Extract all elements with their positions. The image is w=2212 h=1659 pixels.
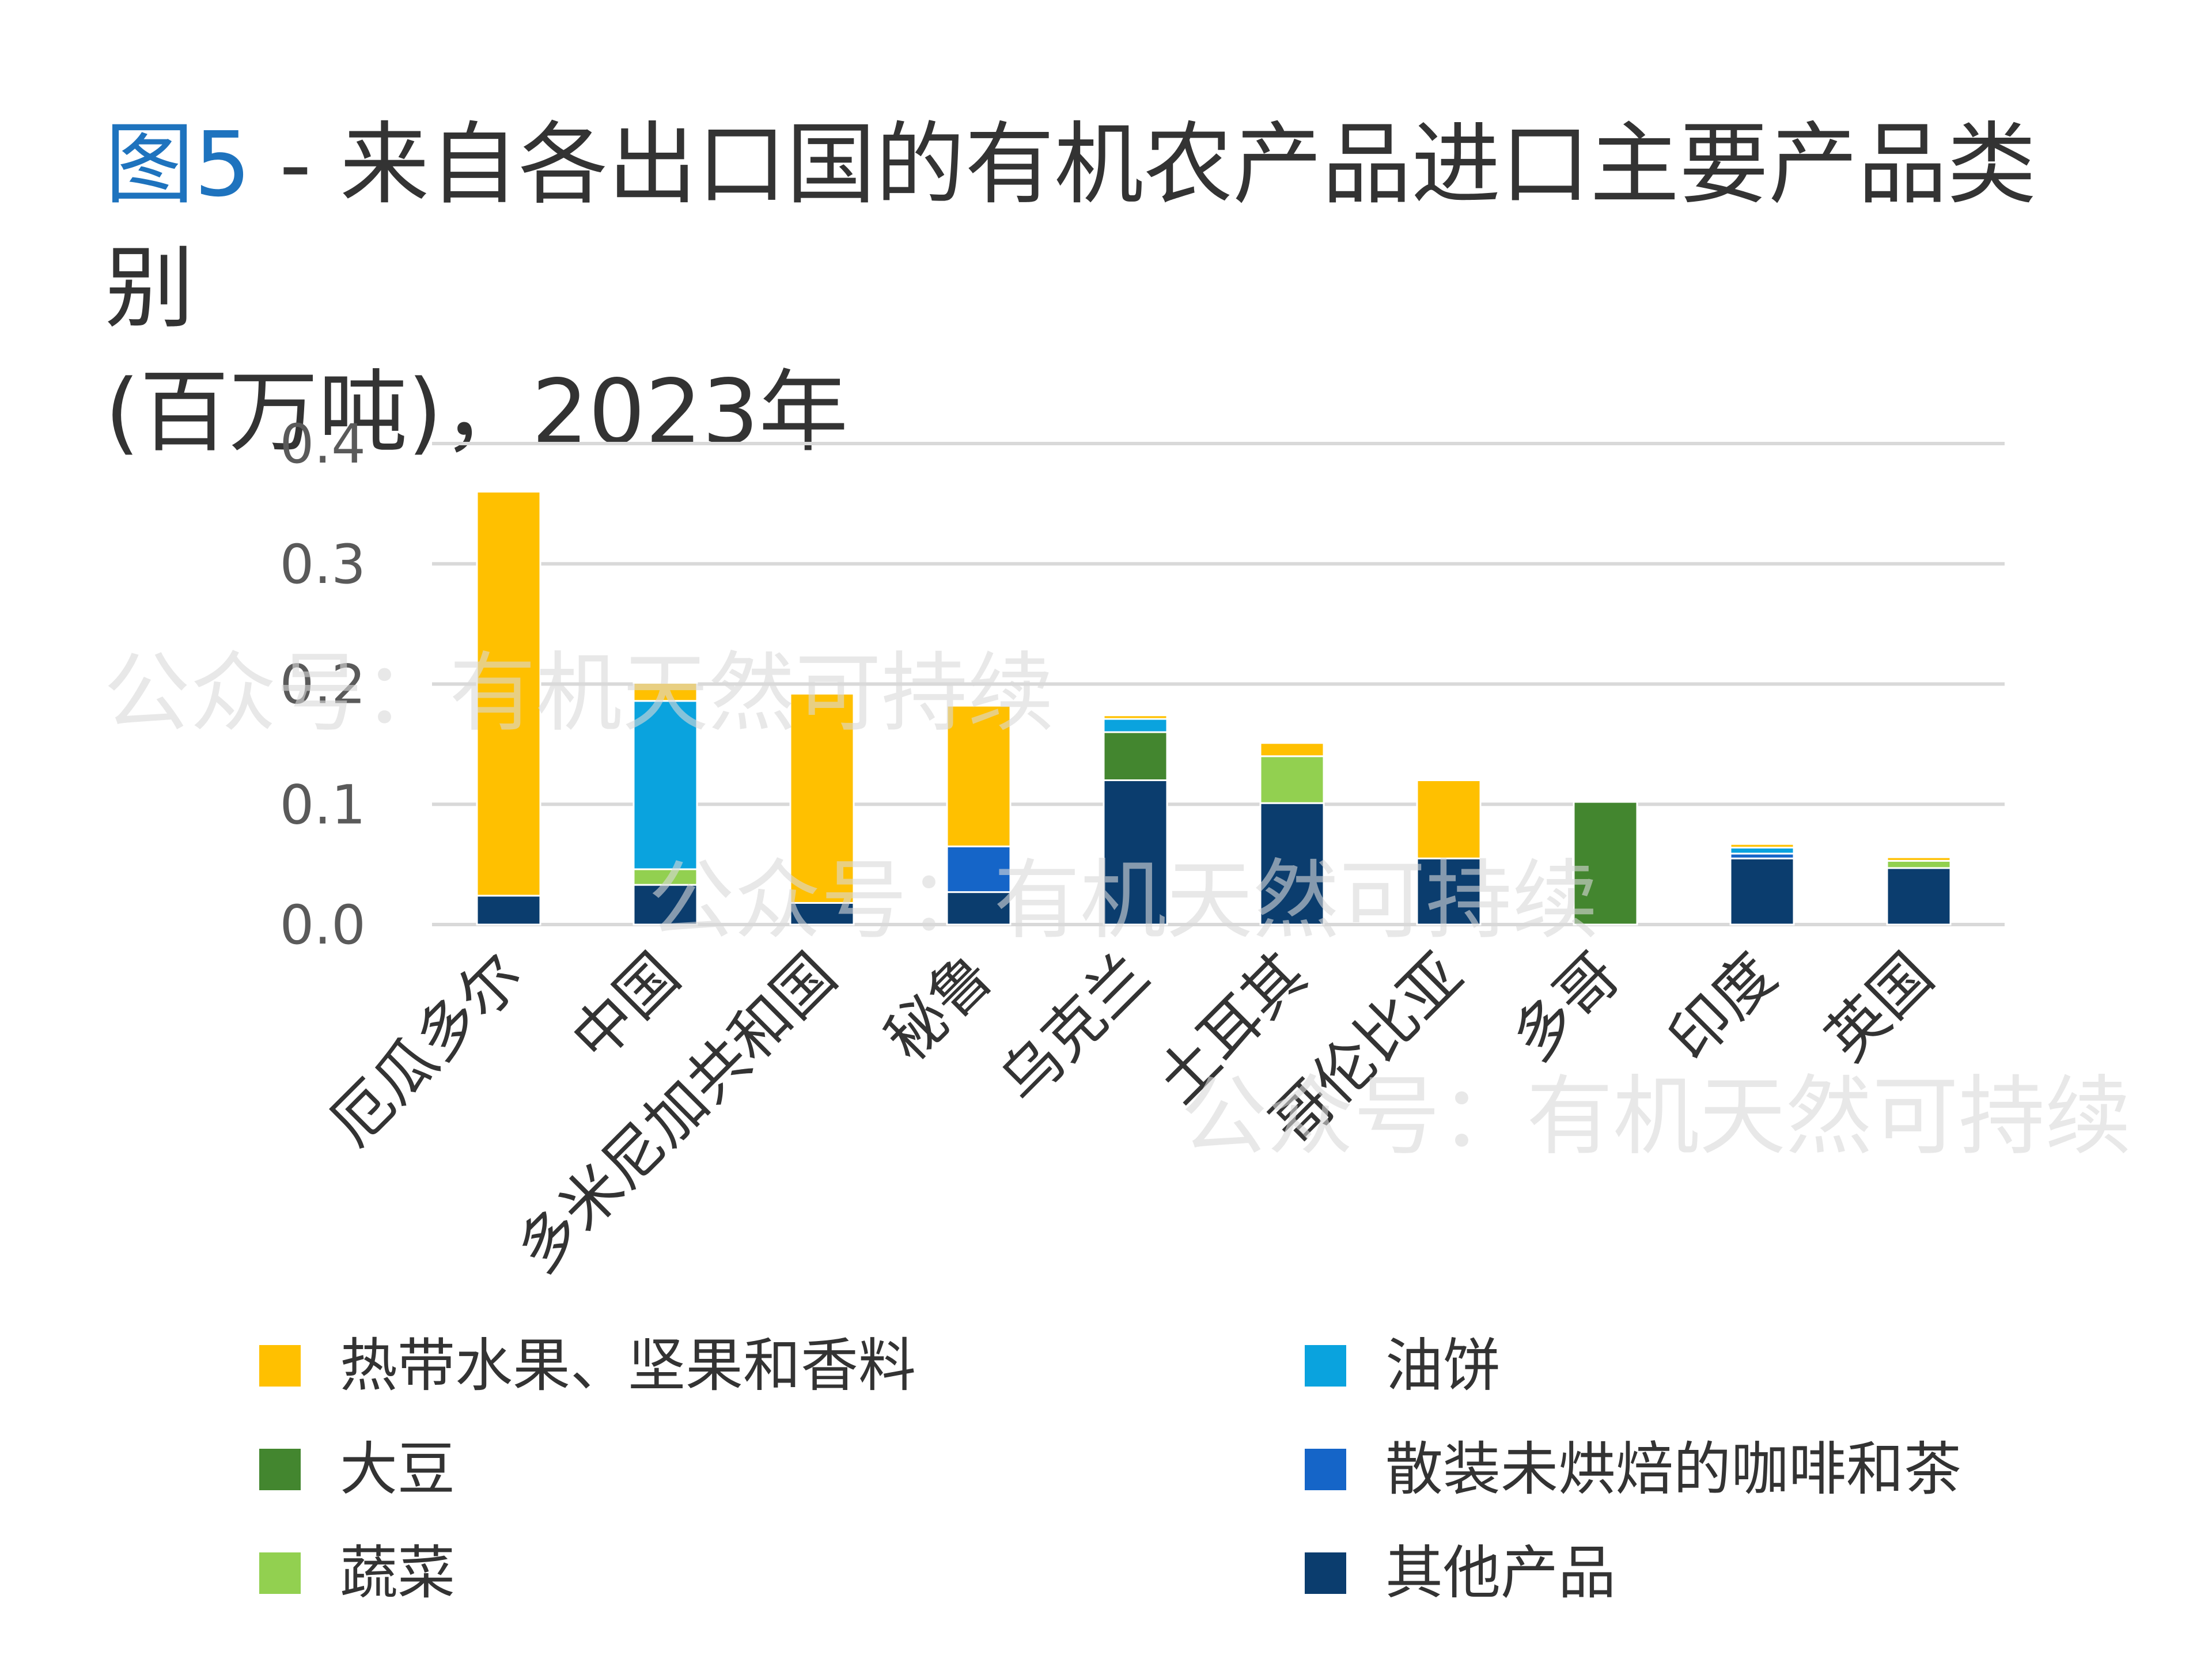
bar-segment-tropical: [1103, 714, 1168, 720]
bar-segment-other: [476, 895, 541, 926]
y-tick-label: 0.1: [280, 774, 366, 836]
bar-segment-tropical: [789, 692, 855, 904]
x-tick-label: 乌克兰: [986, 940, 1163, 1116]
bar-segment-oilcake: [1729, 846, 1795, 855]
watermark-text: 公众号：有机天然可持续: [648, 851, 1599, 951]
bar-segment-oilcake: [1103, 718, 1168, 733]
legend-label: 蔬菜: [340, 1539, 455, 1607]
bar-segment-soy: [1103, 731, 1168, 781]
bar-segment-veg: [1259, 755, 1325, 804]
bar-segment-tropical: [1416, 779, 1482, 859]
title-line2: (百万吨)，2023年: [105, 360, 849, 464]
legend-swatch-tropical: [259, 1345, 301, 1387]
x-tick-label: 中国: [558, 940, 692, 1074]
bar-segment-tropical: [946, 704, 1012, 847]
bar-segment-other: [789, 902, 855, 926]
x-tick-label: 多哥: [1498, 940, 1633, 1074]
bar-segment-tropical: [1259, 742, 1325, 757]
legend-swatch-other: [1305, 1552, 1346, 1594]
watermark-text: 公众号：有机天然可持续: [1181, 1067, 2131, 1167]
legend-swatch-veg: [259, 1552, 301, 1594]
y-tick-label: 0.2: [280, 654, 366, 717]
bar-segment-veg: [1886, 859, 1952, 869]
legend-label: 油饼: [1385, 1332, 1501, 1399]
legend-label: 大豆: [340, 1435, 455, 1503]
bar-segment-tropical: [1729, 843, 1795, 849]
bar-segment-other: [1729, 857, 1795, 926]
y-tick-label: 0.0: [280, 894, 366, 957]
bar-segment-other: [1259, 802, 1325, 926]
bar-segment-other: [1886, 867, 1952, 926]
bar-segment-coffee: [946, 845, 1012, 893]
bar-segment-oilcake: [632, 700, 698, 870]
legend-swatch-oilcake: [1305, 1345, 1346, 1387]
bar-segment-tropical: [632, 681, 698, 702]
y-tick-label: 0.3: [280, 533, 366, 596]
figure-label: 图5: [105, 112, 251, 217]
watermark-text: 公众号：有机天然可持续: [104, 643, 1054, 744]
legend-label: 其他产品: [1385, 1539, 1616, 1607]
title-text: - 来自各出口国的有机农产品进口主要产品类别: [105, 112, 2037, 340]
legend-label: 热带水果、坚果和香料: [340, 1332, 916, 1399]
bar-segment-other: [946, 891, 1012, 926]
x-tick-label: 秘鲁: [872, 940, 1006, 1074]
bar-segment-tropical: [476, 491, 541, 897]
x-tick-label: 印度: [1655, 940, 1789, 1074]
chart-title: 图5 - 来自各出口国的有机农产品进口主要产品类别 (百万吨)，2023年: [105, 103, 2121, 474]
x-tick-label: 厄瓜多尔: [317, 940, 536, 1158]
x-tick-label: 英国: [1812, 940, 1946, 1074]
legend-swatch-coffee: [1305, 1449, 1346, 1490]
bar-segment-tropical: [1886, 856, 1952, 862]
bar-layer: [476, 491, 1952, 926]
bar-segment-soy: [1573, 801, 1638, 926]
bar-segment-veg: [632, 868, 698, 886]
legend-swatch-soy: [259, 1449, 301, 1490]
y-tick-label: 0.4: [280, 413, 366, 476]
legend-label: 散装未烘焙的咖啡和茶: [1385, 1435, 1961, 1503]
